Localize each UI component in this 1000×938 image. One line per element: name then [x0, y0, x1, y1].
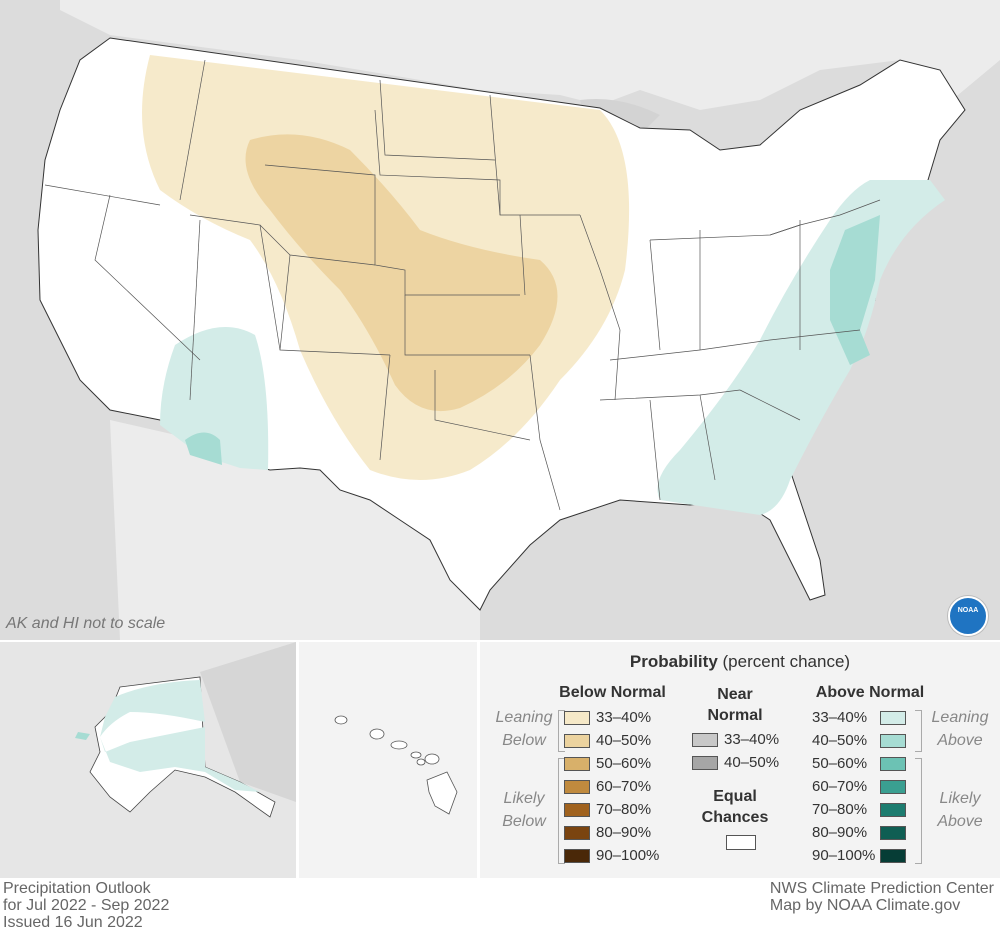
credit-caption: NWS Climate Prediction Center Map by NOA… — [770, 880, 994, 914]
outlook-title: Precipitation Outlook — [3, 880, 151, 897]
above-normal-label: 70–80% — [812, 801, 868, 818]
near-normal-row: 40–50% — [692, 753, 779, 773]
hawaii-map-svg — [334, 715, 458, 815]
below-normal-label: 50–60% — [596, 755, 652, 772]
above-normal-label: 40–50% — [812, 732, 868, 749]
below-normal-row: 60–70% — [564, 777, 651, 797]
above-normal-swatch — [880, 780, 906, 795]
alaska-inset — [0, 642, 296, 878]
above-normal-southwest-region — [160, 327, 269, 470]
below-normal-swatch — [564, 711, 590, 726]
hawaii-inset — [299, 642, 477, 878]
below-normal-heading: Below Normal — [559, 684, 666, 701]
below-normal-swatch — [564, 849, 590, 864]
likely-below-label: Likely Below — [502, 790, 546, 830]
below-normal-label: 60–70% — [596, 778, 652, 795]
noaa-logo: NOAA — [948, 596, 988, 636]
above-normal-label: 60–70% — [812, 778, 868, 795]
near-normal-row: 33–40% — [692, 730, 779, 750]
above-normal-label: 80–90% — [812, 824, 868, 841]
above-normal-swatch — [880, 826, 906, 841]
conus-map — [0, 0, 1000, 640]
outlook-period: for Jul 2022 - Sep 2022 — [3, 897, 170, 914]
below-normal-label: 80–90% — [596, 824, 652, 841]
leaning-above-label: Leaning Above — [931, 709, 989, 749]
above-normal-swatch — [880, 803, 906, 818]
below-normal-row: 50–60% — [564, 754, 651, 774]
above-normal-swatch — [880, 849, 906, 864]
leaning-below-label: Leaning Below — [495, 709, 553, 749]
below-normal-swatch — [564, 826, 590, 841]
likely-below-bracket — [558, 758, 565, 864]
below-normal-swatch — [564, 803, 590, 818]
conus-map-svg — [37, 0, 1000, 640]
above-normal-label: 50–60% — [812, 755, 868, 772]
near-normal-label: 33–40% — [724, 731, 780, 748]
legend: Probability (percent chance) Below Norma… — [480, 642, 1000, 878]
above-normal-row: 33–40% — [812, 708, 906, 728]
near-normal-swatch — [692, 733, 718, 748]
alaska-above-normal-region — [100, 680, 205, 737]
above-normal-row: 80–90% — [812, 823, 906, 843]
below-normal-label: 40–50% — [596, 732, 652, 749]
near-normal-label: 40–50% — [724, 754, 780, 771]
outlook-caption: Precipitation Outlook for Jul 2022 - Sep… — [3, 880, 169, 931]
below-normal-label: 33–40% — [596, 709, 652, 726]
above-normal-swatch — [880, 711, 906, 726]
below-normal-moderate-region — [245, 134, 558, 412]
below-normal-swatch — [564, 757, 590, 772]
outlook-issued: Issued 16 Jun 2022 — [3, 914, 143, 931]
above-normal-row: 40–50% — [812, 731, 906, 751]
above-normal-row: 60–70% — [812, 777, 906, 797]
below-normal-label: 90–100% — [596, 847, 660, 864]
above-normal-swatch — [880, 734, 906, 749]
equal-chances-heading: Equal Chances — [701, 788, 769, 826]
below-normal-row: 40–50% — [564, 731, 651, 751]
leaning-below-bracket — [558, 710, 565, 752]
below-normal-swatch — [564, 734, 590, 749]
above-normal-label: 90–100% — [812, 847, 876, 864]
above-normal-swatch — [880, 757, 906, 772]
likely-above-bracket — [915, 758, 922, 864]
credit-source: NWS Climate Prediction Center — [769, 880, 994, 897]
above-normal-row: 90–100% — [812, 846, 906, 866]
equal-chances-swatch — [726, 835, 756, 850]
near-normal-heading: Near Normal — [707, 686, 763, 724]
alaska-map-svg — [0, 642, 296, 878]
below-normal-row: 80–90% — [564, 823, 651, 843]
inset-scale-note: AK and HI not to scale — [6, 615, 166, 632]
above-normal-label: 33–40% — [812, 709, 868, 726]
above-normal-heading: Above Normal — [815, 684, 925, 701]
credit-map-by: Map by NOAA Climate.gov — [769, 897, 961, 914]
leaning-above-bracket — [915, 710, 922, 752]
legend-title: Probability (percent chance) — [629, 652, 851, 671]
below-normal-label: 70–80% — [596, 801, 652, 818]
above-normal-row: 50–60% — [812, 754, 906, 774]
below-normal-swatch — [564, 780, 590, 795]
near-normal-swatch — [692, 756, 718, 771]
above-normal-row: 70–80% — [812, 800, 906, 820]
state-boundaries — [44, 59, 881, 511]
below-normal-row: 90–100% — [564, 846, 659, 866]
below-normal-row: 33–40% — [564, 708, 651, 728]
below-normal-row: 70–80% — [564, 800, 651, 820]
likely-above-label: Likely Above — [937, 790, 983, 830]
